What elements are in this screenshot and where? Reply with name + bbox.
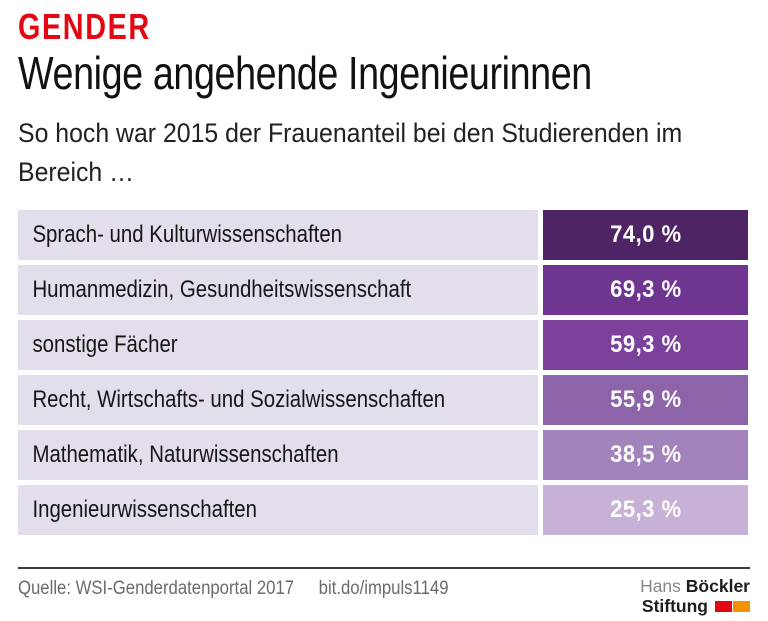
footer-divider: [18, 567, 750, 569]
row-label-cell: Humanmedizin, Gesundheitswissenschaft: [18, 265, 538, 315]
row-label-cell: Recht, Wirtschafts- und Sozialwissenscha…: [18, 375, 538, 425]
value-bar: 38,5 %: [543, 430, 748, 480]
value-bar: 59,3 %: [543, 320, 748, 370]
table-row: Recht, Wirtschafts- und Sozialwissenscha…: [18, 375, 748, 425]
row-label: sonstige Fächer: [32, 331, 178, 358]
table-row: Ingenieurwissenschaften 25,3 %: [18, 485, 748, 535]
table-row: sonstige Fächer 59,3 %: [18, 320, 748, 370]
row-label-cell: Mathematik, Naturwissenschaften: [18, 430, 538, 480]
row-label: Recht, Wirtschafts- und Sozialwissenscha…: [32, 386, 446, 413]
hans-boeckler-logo: Hans Böckler Stiftung: [640, 576, 750, 616]
table-row: Mathematik, Naturwissenschaften 38,5 %: [18, 430, 748, 480]
value-bar: 25,3 %: [543, 485, 748, 535]
row-label-cell: Ingenieurwissenschaften: [18, 485, 538, 535]
value-label: 69,3 %: [609, 276, 682, 303]
table-row: Sprach- und Kulturwissenschaften 74,0 %: [18, 210, 748, 260]
value-label: 74,0 %: [609, 221, 682, 248]
subtitle: So hoch war 2015 der Frauenanteil bei de…: [18, 114, 682, 192]
row-label: Ingenieurwissenschaften: [32, 496, 257, 523]
row-label-cell: sonstige Fächer: [18, 320, 538, 370]
row-label: Sprach- und Kulturwissenschaften: [32, 221, 343, 248]
impuls-link: bit.do/impuls1149: [318, 578, 449, 599]
value-label: 38,5 %: [609, 441, 682, 468]
row-label: Humanmedizin, Gesundheitswissenschaft: [32, 276, 412, 303]
logo-stiftung: Stiftung: [641, 596, 708, 616]
logo-blocks: [714, 596, 750, 616]
value-label: 59,3 %: [609, 331, 682, 358]
value-bar: 74,0 %: [543, 210, 748, 260]
value-bar: 55,9 %: [543, 375, 748, 425]
row-label: Mathematik, Naturwissenschaften: [32, 441, 339, 468]
source-line: Quelle: WSI-Genderdatenportal 2017 bit.do…: [18, 578, 449, 600]
value-label: 55,9 %: [609, 386, 682, 413]
source-text: Quelle: WSI-Genderdatenportal 2017: [18, 578, 295, 599]
logo-line-1: Hans Böckler: [640, 576, 750, 596]
logo-hans: Hans: [640, 576, 681, 596]
subtitle-line-2: Bereich …: [18, 157, 134, 187]
row-label-cell: Sprach- und Kulturwissenschaften: [18, 210, 538, 260]
logo-orange-square-icon: [733, 601, 750, 612]
logo-boeckler: Böckler: [685, 576, 750, 596]
page-title: Wenige angehende Ingenieurinnen: [18, 47, 592, 99]
value-bar: 69,3 %: [543, 265, 748, 315]
logo-red-square-icon: [715, 601, 732, 612]
subtitle-line-1: So hoch war 2015 der Frauenanteil bei de…: [18, 118, 683, 148]
value-label: 25,3 %: [609, 496, 682, 523]
table-row: Humanmedizin, Gesundheitswissenschaft 69…: [18, 265, 748, 315]
kicker: GENDER: [18, 6, 151, 47]
share-table: Sprach- und Kulturwissenschaften 74,0 % …: [18, 210, 748, 535]
logo-line-2: Stiftung: [640, 596, 750, 616]
